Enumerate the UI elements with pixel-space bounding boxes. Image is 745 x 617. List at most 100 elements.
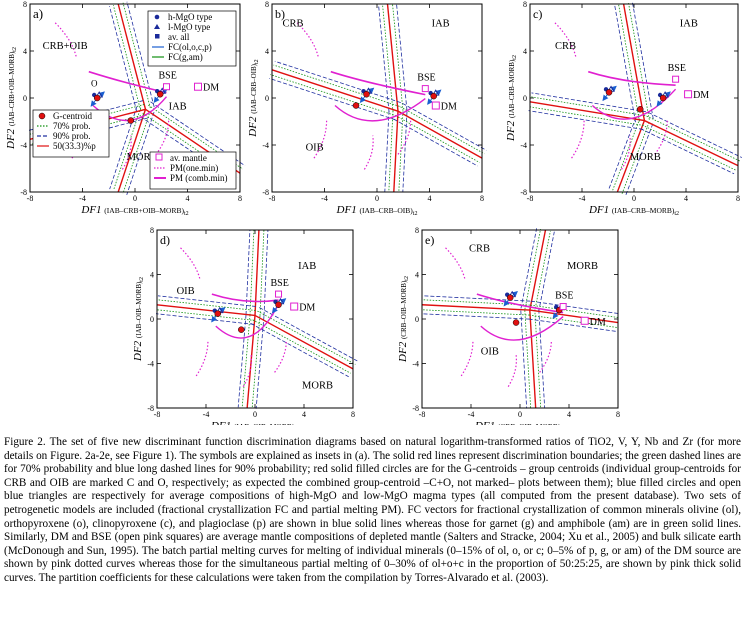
region-label-iab: IAB [298,261,316,272]
region-label-iab: IAB [680,19,698,30]
region-label-oib: OIB [177,286,195,297]
legend-symbol-centroid [38,112,46,120]
probability-line [157,299,256,311]
legend-symbol-circle [154,14,160,20]
probability-line [112,5,142,111]
probability-line [255,316,265,409]
g-centroid-marker [512,319,520,326]
figure-caption: Figure 2. The set of five new discrimina… [4,436,741,584]
g-centroid-marker [127,117,135,124]
x-tick-label: 0 [632,194,636,203]
y-tick-label: -8 [412,404,419,413]
probability-line [520,310,528,409]
probability-line [531,300,620,315]
y-tick-label: -4 [262,141,269,150]
pm-one-curve [313,120,328,159]
probability-line [625,123,654,196]
legend-label: h-MgO type [168,12,212,22]
dm-label: DM [299,303,315,314]
boundary-line [529,310,537,409]
bse-label: BSE [271,278,289,289]
y-tick-label: 0 [415,315,419,324]
boundary-line [529,309,619,324]
bse-marker [421,85,429,93]
pm-one-curve [507,354,517,387]
bse-label: BSE [555,291,573,302]
probability-line [273,64,400,107]
pm-one-curve [54,22,77,57]
y-tick-label: -4 [20,141,27,150]
probability-line [632,2,654,120]
probability-line [122,110,151,194]
bse-marker [275,290,283,298]
boundary-line [529,229,547,311]
panel-letter: d) [160,233,170,247]
probability-line [538,309,546,408]
probability-line [402,102,487,151]
x-tick-label: -8 [269,194,276,203]
probability-line [608,117,637,189]
probability-line [155,313,255,325]
g-centroid-marker [238,326,245,333]
probability-line [621,122,650,194]
probability-line [157,295,257,307]
probability-line [646,115,741,162]
pm-comb-curve [215,303,280,339]
y-tick-label: 4 [23,47,27,56]
legend-label: PM (comb.min) [170,173,228,183]
y-axis-label: DF2 (CRB–OIB–MORB)t2 [397,276,410,363]
legend-box [32,109,110,158]
legend-label: 70% prob. [53,121,91,131]
x-tick-label: -4 [79,194,86,203]
x-tick-label: -4 [468,410,475,419]
y-tick-label: 4 [523,47,527,56]
legend-symbol-triangle [154,24,160,29]
x-tick-label: -4 [203,410,210,419]
legend-symbol-mantle [155,153,163,161]
probability-line [400,106,485,155]
panel-letter: e) [425,233,434,247]
pm-one-curve [180,247,201,280]
y-tick-label: -4 [412,360,419,369]
region-label-morb: MORB [567,261,598,272]
probability-line [269,77,396,121]
y-axis-label: DF2 (IAB–CRB–OIB)t2 [247,59,260,137]
x-axis-label: DF1 (IAB–CRB–MORB)t2 [588,204,679,217]
panel-letter: b) [275,7,285,21]
probability-line [530,96,646,117]
panel-letter: c) [533,7,542,21]
region-label-iab: IAB [432,19,450,30]
y-tick-label: -4 [147,360,154,369]
pm-one-curve [571,120,585,159]
boundary-line [393,111,399,193]
y-tick-label: 8 [150,226,154,235]
probability-line [612,118,641,191]
probability-line [259,307,358,362]
probability-line [148,104,244,170]
pm-one-curve [621,135,631,170]
panel-c: BSE DM CRB IAB MORB -8 -4 0 4 8 8 4 0 -4 -8 c) DF1 (IAB–… [505,0,743,217]
x-tick-label: 0 [375,194,379,203]
dm-marker [194,82,202,91]
x-tick-label: 0 [518,410,522,419]
x-tick-label: 4 [567,410,571,419]
y-tick-label: 8 [415,226,419,235]
pm-one-curve [397,120,412,155]
dm-marker [684,90,693,99]
bse-label: BSE [668,63,686,74]
dm-marker [431,101,440,110]
boundary-line [386,3,399,112]
region-label-crb-oib: CRB+OIB [43,41,88,52]
probability-line [259,230,265,316]
probability-line [252,319,351,374]
y-tick-label: -4 [520,141,527,150]
x-tick-label: 8 [351,410,355,419]
legend-label: FC(g,am) [168,52,203,62]
bse-marker [163,83,170,91]
x-tick-label: 4 [186,194,190,203]
probability-line [142,113,238,178]
x-tick-label: -8 [419,410,426,419]
panel-d: BSE DM OIB IAB MORB -8 -4 0 4 8 8 4 0 -4 -8 d) DF1 (IAB–… [132,226,358,425]
pm-comb-curve [587,70,676,86]
